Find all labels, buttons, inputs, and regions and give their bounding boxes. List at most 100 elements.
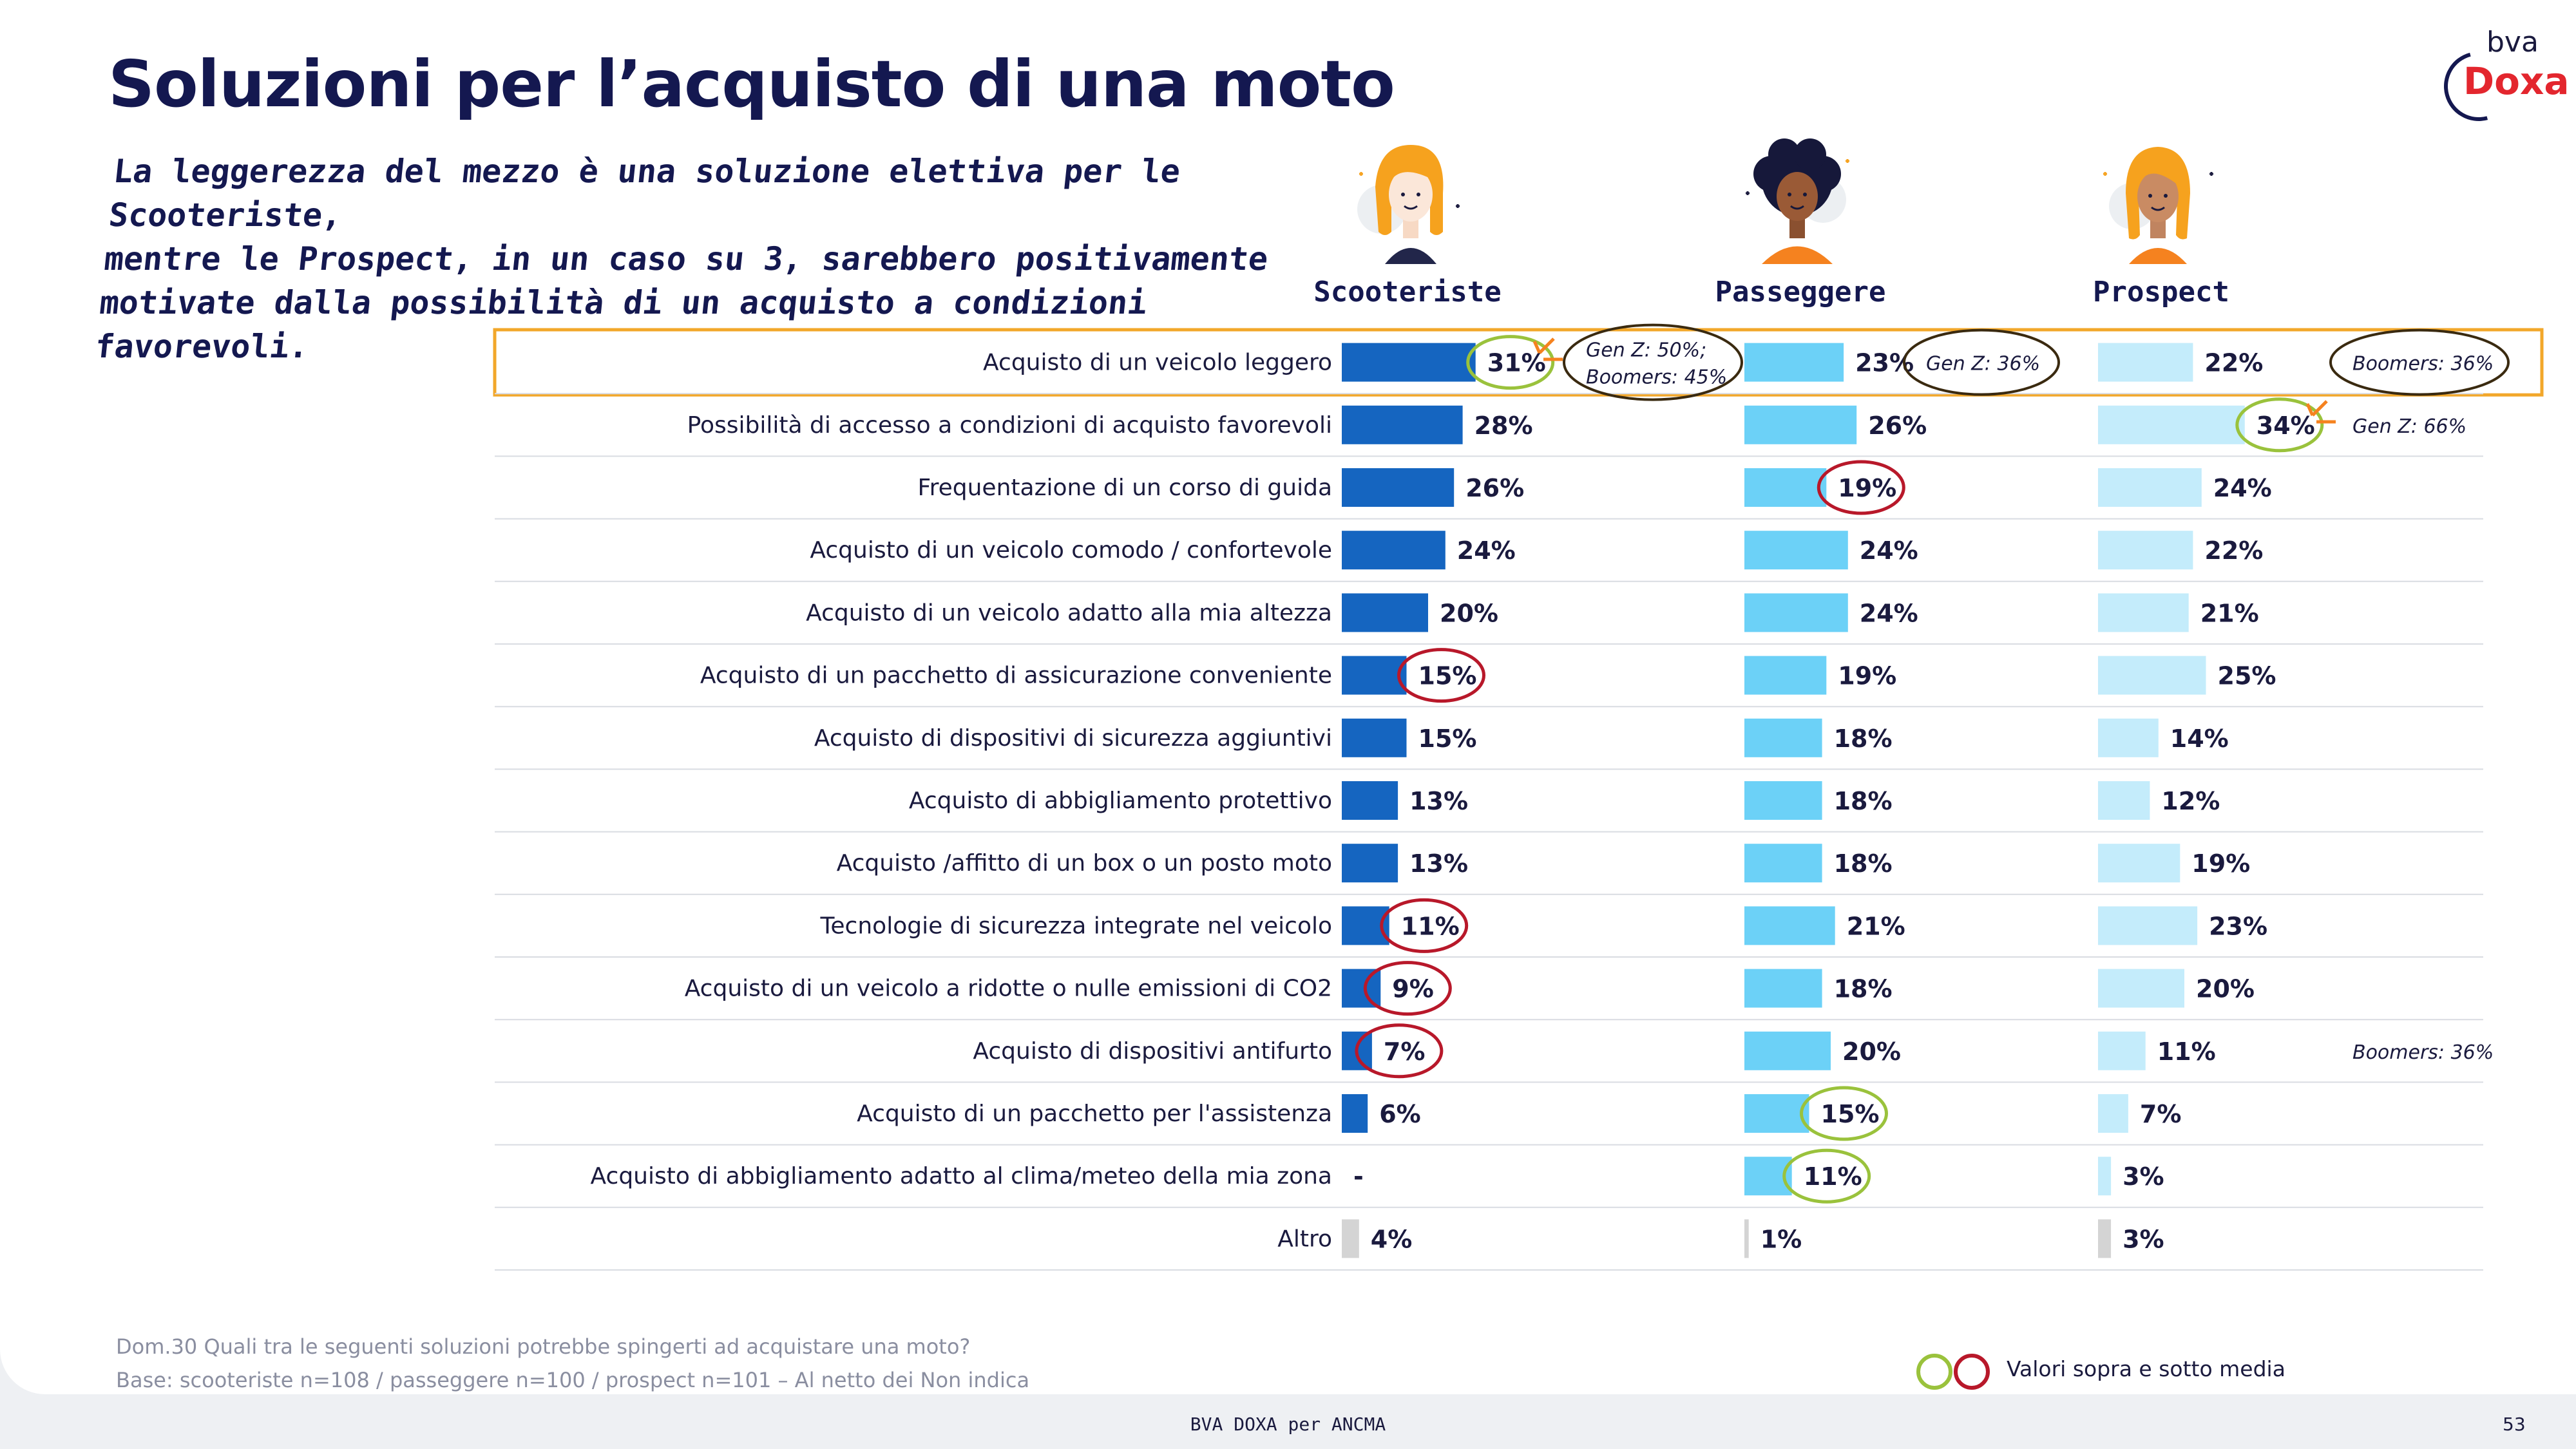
data-label: 26% xyxy=(1868,412,1927,440)
data-label: 31% xyxy=(1487,349,1546,377)
bar-prospect xyxy=(2098,906,2198,945)
bar-passeggere xyxy=(1744,343,1844,382)
bar-scooteriste xyxy=(1342,1094,1368,1133)
bar-prospect xyxy=(2098,468,2202,507)
scooterista-avatar-icon xyxy=(1357,145,1460,264)
bar-passeggere xyxy=(1744,1219,1749,1258)
subgroup-annotation: Gen Z: 36% xyxy=(1926,353,2040,375)
data-label: 19% xyxy=(2191,849,2250,878)
data-label: 19% xyxy=(1838,662,1896,690)
data-label: 23% xyxy=(2209,912,2267,940)
bar-passeggere xyxy=(1744,969,1822,1008)
category-label: Acquisto di dispositivi antifurto xyxy=(973,1038,1332,1065)
annotation-ring xyxy=(2329,328,2510,396)
category-label: Acquisto di abbigliamento adatto al clim… xyxy=(591,1163,1332,1189)
data-label: 6% xyxy=(1379,1100,1421,1128)
bar-scooteriste xyxy=(1342,1219,1359,1258)
data-label: 25% xyxy=(2218,662,2276,690)
category-label: Acquisto /affitto di un box o un posto m… xyxy=(837,850,1332,876)
page-number: 53 xyxy=(2503,1414,2526,1435)
passeggera-avatar-icon xyxy=(1746,138,1849,264)
category-label: Frequentazione di un corso di guida xyxy=(918,475,1332,501)
data-label: 15% xyxy=(1418,724,1477,753)
bar-passeggere xyxy=(1744,531,1848,570)
annotation-ring xyxy=(1903,328,2060,396)
data-label: - xyxy=(1353,1162,1364,1191)
data-label: 26% xyxy=(1465,474,1524,502)
data-label: 19% xyxy=(1838,474,1896,502)
bar-scooteriste xyxy=(1342,343,1476,382)
bar-prospect xyxy=(2098,1094,2128,1133)
bar-passeggere xyxy=(1744,1094,1809,1133)
bar-scooteriste xyxy=(1342,969,1381,1008)
footnote-base: Base: scooteriste n=108 / passeggere n=1… xyxy=(116,1368,1030,1392)
significance-ring-below xyxy=(1817,460,1905,515)
significance-ring-above xyxy=(1466,335,1555,390)
significance-ring-above xyxy=(1800,1086,1888,1141)
bar-prospect xyxy=(2098,593,2189,632)
category-label: Acquisto di abbigliamento protettivo xyxy=(909,788,1332,814)
subgroup-annotation: Boomers: 36% xyxy=(2352,353,2494,375)
bar-passeggere xyxy=(1744,718,1822,757)
bar-prospect xyxy=(2098,1219,2112,1258)
subgroup-annotation: Gen Z: 50%; xyxy=(1586,339,1706,362)
data-label: 13% xyxy=(1409,849,1468,878)
data-label: 7% xyxy=(2140,1100,2182,1128)
data-label: 18% xyxy=(1834,787,1893,815)
logo-bva-text: bva xyxy=(2486,26,2539,59)
bar-scooteriste xyxy=(1342,405,1463,444)
arrow-mark-icon xyxy=(1532,337,1563,361)
data-label: 3% xyxy=(2123,1225,2164,1253)
bar-prospect xyxy=(2098,405,2245,444)
bar-passeggere xyxy=(1744,844,1822,883)
annotation-ring xyxy=(1563,323,1743,401)
data-label: 11% xyxy=(1401,912,1460,940)
data-label: 22% xyxy=(2204,349,2263,377)
category-label: Acquisto di dispositivi di sicurezza agg… xyxy=(814,725,1332,752)
data-label: 18% xyxy=(1834,724,1893,753)
bar-prospect xyxy=(2098,1031,2146,1070)
bva-doxa-logo: bva Doxa xyxy=(2431,26,2570,134)
bar-passeggere xyxy=(1744,781,1822,820)
data-label: 14% xyxy=(2170,724,2229,753)
subgroup-annotation: Gen Z: 66% xyxy=(2352,415,2466,438)
data-label: 15% xyxy=(1821,1100,1880,1128)
data-label: 15% xyxy=(1418,662,1477,690)
category-label: Possibilità di accesso a condizioni di a… xyxy=(687,412,1332,439)
slide-background xyxy=(0,0,2576,1394)
significance-ring-below xyxy=(1397,648,1485,703)
legend-label: Valori sopra e sotto media xyxy=(2007,1356,2285,1381)
significance-ring-above xyxy=(1782,1148,1871,1204)
data-label: 21% xyxy=(2200,599,2259,627)
bar-passeggere xyxy=(1744,1031,1831,1070)
bar-prospect xyxy=(2098,1157,2112,1196)
bar-prospect xyxy=(2098,781,2150,820)
footer-text: BVA DOXA per ANCMA xyxy=(1190,1414,1386,1435)
bar-passeggere xyxy=(1744,468,1827,507)
data-label: 11% xyxy=(2157,1037,2216,1066)
category-label: Altro xyxy=(1277,1226,1332,1252)
category-label: Acquisto di un veicolo adatto alla mia a… xyxy=(806,600,1332,626)
data-label: 11% xyxy=(1804,1162,1862,1191)
bar-prospect xyxy=(2098,343,2193,382)
data-label: 12% xyxy=(2161,787,2220,815)
data-label: 18% xyxy=(1834,849,1893,878)
data-label: 13% xyxy=(1409,787,1468,815)
data-label: 1% xyxy=(1760,1225,1802,1253)
bar-passeggere xyxy=(1744,656,1827,695)
category-label: Acquisto di un veicolo leggero xyxy=(983,350,1332,376)
category-label: Acquisto di un pacchetto di assicurazion… xyxy=(700,663,1332,689)
bar-scooteriste xyxy=(1342,656,1407,695)
category-label: Acquisto di un pacchetto per l'assistenz… xyxy=(857,1101,1332,1127)
arrow-mark-icon xyxy=(2305,400,2336,424)
significance-ring-above xyxy=(2235,397,2324,453)
bar-scooteriste xyxy=(1342,531,1445,570)
footnote-question: Dom.30 Quali tra le seguenti soluzioni p… xyxy=(116,1334,971,1359)
highlighted-row-frame xyxy=(493,328,2544,397)
significance-ring-below xyxy=(1363,961,1452,1016)
data-label: 24% xyxy=(1860,599,1918,627)
series-label-passeggere: Passeggere xyxy=(1715,276,1886,308)
data-label: 22% xyxy=(2204,536,2263,565)
bar-passeggere xyxy=(1744,906,1835,945)
significance-ring-below xyxy=(1380,898,1469,953)
